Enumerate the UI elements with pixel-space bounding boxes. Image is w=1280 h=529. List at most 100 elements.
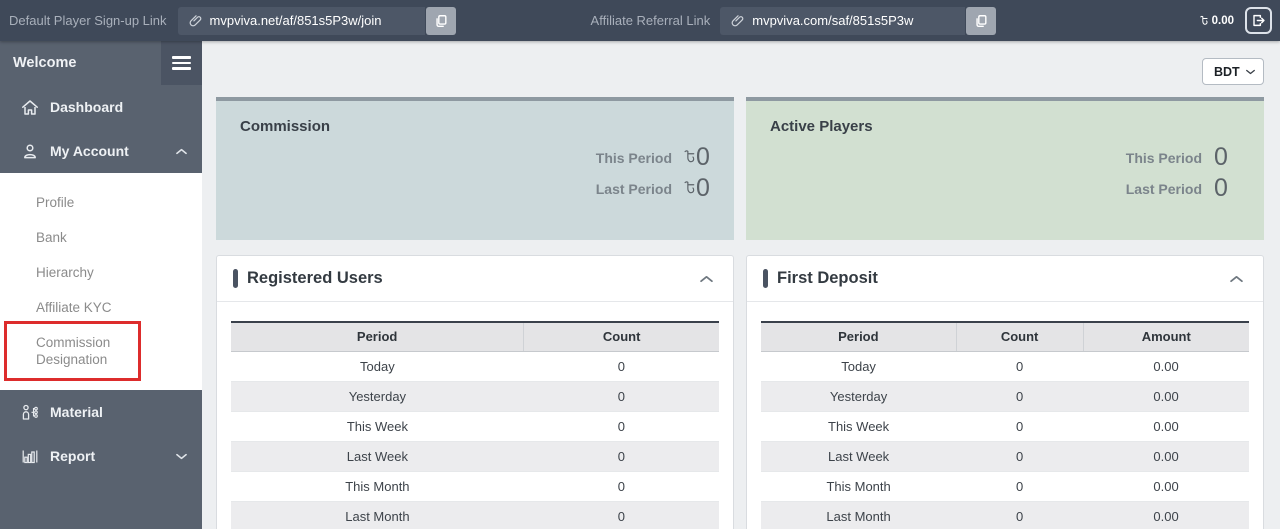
submenu-item-affiliate-kyc[interactable]: Affiliate KYC: [0, 290, 160, 325]
count-cell: 0: [1016, 478, 1024, 494]
sidebar-toggle-button[interactable]: [161, 41, 202, 85]
active-players-card-title: Active Players: [770, 118, 873, 135]
sidebar-item-label: Dashboard: [50, 99, 124, 115]
hamburger-icon: [172, 56, 191, 59]
currency-select[interactable]: BDT: [1202, 58, 1264, 85]
count-cell: 0: [617, 448, 626, 464]
sidebar-item-material[interactable]: Material: [0, 390, 202, 434]
count-cell: 0: [1016, 358, 1024, 374]
count-cell: 0: [1016, 388, 1024, 404]
user-icon: [21, 143, 39, 160]
table-panels-row: Registered Users Period Count: [216, 255, 1264, 529]
table-header-row: Period Count: [231, 321, 719, 352]
referral-link-field[interactable]: mvpviva.com/saf/851s5P3w: [720, 6, 966, 35]
first-deposit-title: First Deposit: [777, 269, 878, 287]
link-icon: [731, 14, 744, 27]
registered-users-panel: Registered Users Period Count: [216, 255, 734, 529]
period-cell: Last Week: [346, 448, 408, 464]
submenu-item-hierarchy[interactable]: Hierarchy: [0, 255, 160, 290]
registered-users-header: Registered Users: [217, 256, 733, 302]
registered-users-table: Period Count Today 0 Yesterday 0 This Week…: [231, 321, 719, 529]
referral-link-label: Affiliate Referral Link: [590, 13, 711, 28]
sidebar-item-label: Report: [50, 448, 96, 464]
signup-link-value: mvpviva.net/af/851s5P3w/join: [209, 13, 382, 28]
period-cell: Today: [360, 358, 395, 374]
period-cell: Last Month: [826, 508, 891, 524]
copy-signup-link-button[interactable]: [425, 6, 456, 35]
sidebar-item-report[interactable]: Report: [0, 434, 202, 478]
currency-select-value: BDT: [1214, 64, 1240, 79]
column-header-count: Count: [523, 321, 719, 352]
registered-users-title: Registered Users: [247, 269, 383, 287]
commission-last-period-value: 0: [696, 174, 710, 202]
amount-cell: 0.00: [1153, 418, 1179, 434]
table-row: Today 0 0.00: [761, 351, 1249, 381]
signup-link-label: Default Player Sign-up Link: [9, 13, 167, 28]
commission-card-title: Commission: [240, 118, 331, 135]
signup-link-field[interactable]: mvpviva.net/af/851s5P3w/join: [177, 6, 425, 35]
submenu-item-commission-designation[interactable]: Commission Designation: [0, 325, 160, 377]
table-row: Yesterday 0 0.00: [761, 381, 1249, 411]
collapse-registered-users-button[interactable]: [696, 271, 717, 287]
chevron-down-icon: [176, 453, 187, 460]
taka-currency-icon: [684, 180, 695, 195]
period-cell: This Month: [826, 478, 891, 494]
logout-button[interactable]: [1245, 7, 1272, 34]
sidebar-item-label: My Account: [50, 143, 129, 159]
last-period-label: Last Period: [595, 180, 672, 197]
table-row: Last Month 0: [231, 501, 719, 529]
column-header-amount: Amount: [1082, 321, 1249, 352]
sidebar-item-dashboard[interactable]: Dashboard: [0, 85, 202, 129]
commission-last-period-row: Last Period 0: [596, 174, 710, 203]
active-this-period-value: 0: [1214, 143, 1228, 171]
home-icon: [21, 99, 39, 116]
title-accent-bar: [233, 269, 238, 288]
stat-cards-row: Commission This Period 0 Last Period: [216, 97, 1264, 240]
first-deposit-panel: First Deposit Period Count Amount: [746, 255, 1264, 529]
count-cell: 0: [1016, 508, 1024, 524]
sidebar-item-my-account[interactable]: My Account: [0, 129, 202, 173]
chevron-up-icon: [1230, 275, 1243, 283]
submenu-item-label: Bank: [36, 230, 67, 245]
this-period-label: This Period: [595, 149, 672, 166]
table-header-row: Period Count Amount: [761, 321, 1249, 352]
amount-cell: 0.00: [1153, 448, 1179, 464]
submenu-item-label: Profile: [36, 195, 75, 210]
period-cell: This Month: [345, 478, 410, 494]
collapse-first-deposit-button[interactable]: [1226, 271, 1247, 287]
material-icon: [21, 404, 39, 421]
count-cell: 0: [617, 508, 626, 524]
period-cell: Last Week: [828, 448, 890, 464]
period-cell: Today: [841, 358, 876, 374]
period-cell: Last Month: [345, 508, 410, 524]
count-cell: 0: [617, 388, 626, 404]
topbar: Default Player Sign-up Link mvpviva.net/…: [0, 0, 1280, 41]
chevron-up-icon: [176, 148, 187, 155]
first-deposit-header: First Deposit: [747, 256, 1263, 302]
submenu-item-profile[interactable]: Profile: [0, 185, 160, 220]
table-row: Last Month 0 0.00: [761, 501, 1249, 529]
column-header-period: Period: [761, 321, 957, 352]
submenu-item-label: Affiliate KYC: [36, 300, 112, 315]
commission-this-period-row: This Period 0: [596, 143, 710, 172]
count-cell: 0: [1016, 418, 1024, 434]
title-accent-bar: [763, 269, 768, 288]
table-row: This Week 0: [231, 411, 719, 441]
count-cell: 0: [617, 358, 626, 374]
submenu-item-bank[interactable]: Bank: [0, 220, 160, 255]
active-last-period-value: 0: [1214, 174, 1228, 202]
table-row: Yesterday 0: [231, 381, 719, 411]
table-row: Last Week 0: [231, 441, 719, 471]
active-last-period-row: Last Period 0: [1126, 174, 1240, 203]
main-content: BDT Commission This Period 0 La: [202, 41, 1280, 529]
submenu-item-label: Commission Designation: [36, 335, 111, 367]
report-chart-icon: [21, 448, 39, 465]
copy-referral-link-button[interactable]: [966, 6, 997, 35]
amount-cell: 0.00: [1153, 478, 1179, 494]
this-period-label: This Period: [1125, 149, 1202, 166]
period-cell: This Week: [346, 418, 408, 434]
chevron-up-icon: [700, 275, 713, 283]
table-row: This Month 0: [231, 471, 719, 501]
sidebar-header: Welcome: [0, 41, 202, 85]
referral-link-value: mvpviva.com/saf/851s5P3w: [752, 13, 914, 28]
